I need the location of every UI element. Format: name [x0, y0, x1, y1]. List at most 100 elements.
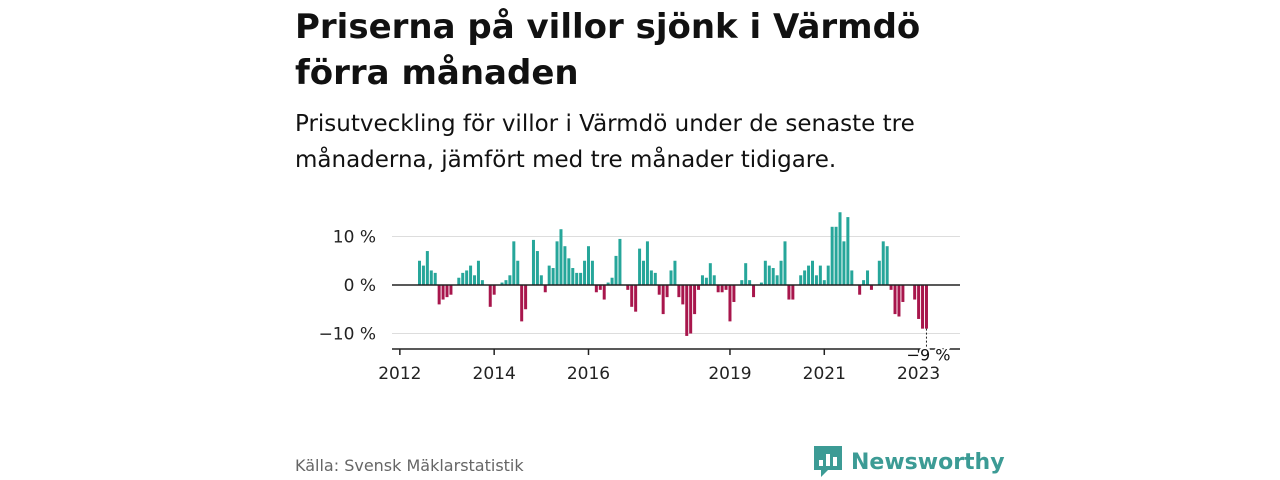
bar	[543, 285, 547, 293]
bar	[921, 285, 925, 329]
bar	[551, 268, 555, 285]
chart-title: Priserna på villor sjönk i Värmdö förra …	[295, 7, 921, 93]
bar	[830, 226, 834, 285]
bar	[575, 272, 579, 286]
bar	[563, 246, 567, 285]
bar	[811, 260, 814, 285]
bar	[893, 285, 897, 315]
bar	[520, 285, 524, 322]
bar	[586, 246, 590, 285]
bar	[512, 241, 516, 285]
bar	[732, 285, 736, 302]
annotation-label: −9 %	[907, 346, 951, 365]
bar	[559, 229, 563, 285]
bar	[433, 272, 437, 286]
bar	[602, 285, 606, 300]
bar	[590, 260, 594, 285]
bar	[524, 285, 528, 310]
bar	[421, 265, 425, 285]
bar	[783, 241, 787, 285]
bar	[744, 263, 748, 285]
bar	[885, 246, 889, 285]
bar	[594, 285, 598, 293]
bar	[598, 285, 602, 290]
x-tick-label: 2012	[378, 364, 421, 384]
bar	[677, 285, 681, 298]
bar	[697, 285, 701, 290]
bar	[661, 285, 665, 315]
bar	[720, 285, 724, 293]
bar	[418, 260, 421, 285]
bar	[881, 241, 885, 285]
bar	[669, 270, 673, 285]
bar	[649, 270, 653, 285]
bar	[818, 265, 822, 285]
x-tick-label: 2016	[567, 364, 610, 384]
x-tick-label: 2014	[473, 364, 516, 384]
bar-chart-icon	[814, 446, 842, 477]
bar	[504, 280, 508, 285]
chart-subtitle: Prisutveckling för villor i Värmdö under…	[295, 111, 915, 173]
bar	[693, 285, 697, 315]
brand-name: Newsworthy	[851, 449, 1005, 475]
bar	[858, 285, 862, 295]
bar	[775, 275, 779, 285]
bar	[473, 275, 477, 285]
bar	[673, 260, 677, 285]
bar	[869, 285, 873, 290]
bar	[771, 268, 775, 285]
bar	[547, 265, 551, 285]
y-tick-label: −10 %	[319, 325, 376, 345]
brand-logo: Newsworthy	[814, 446, 1005, 478]
bar	[759, 282, 763, 285]
bar	[779, 260, 783, 285]
bar	[791, 285, 795, 300]
bar	[740, 280, 744, 285]
bar	[539, 275, 543, 285]
y-tick-label: 0 %	[344, 276, 376, 296]
bar	[913, 285, 917, 300]
bar	[708, 263, 712, 285]
bar	[579, 272, 583, 286]
bar	[767, 265, 771, 285]
bar	[897, 285, 901, 317]
x-tick-label: 2021	[803, 364, 846, 384]
bar	[822, 280, 826, 285]
bar	[826, 265, 830, 285]
bar	[555, 241, 559, 285]
x-tick-label: 2023	[897, 364, 940, 384]
bar	[500, 282, 504, 285]
bar	[846, 217, 850, 285]
bar	[469, 265, 473, 285]
bar	[445, 285, 449, 298]
bar	[700, 275, 704, 285]
bar	[465, 270, 469, 285]
bar	[917, 285, 921, 319]
bar	[814, 275, 818, 285]
bar	[645, 241, 649, 285]
bar	[807, 265, 811, 285]
bar	[653, 272, 657, 286]
bar	[752, 285, 756, 298]
bar	[803, 270, 807, 285]
bar	[461, 272, 465, 286]
bar	[889, 285, 893, 290]
bar	[508, 275, 512, 285]
bar	[862, 280, 866, 285]
bar	[492, 285, 496, 295]
bar	[614, 255, 618, 285]
bar	[716, 285, 720, 293]
bar	[516, 260, 520, 285]
bar	[634, 285, 638, 312]
bar	[877, 260, 881, 285]
bar	[626, 285, 630, 290]
bar	[728, 285, 732, 322]
bar	[724, 285, 728, 290]
x-tick-label: 2019	[708, 364, 751, 384]
bar	[866, 270, 870, 285]
bar	[638, 248, 642, 286]
bar	[704, 277, 708, 285]
bar	[681, 285, 685, 305]
bar	[488, 285, 492, 307]
bar	[842, 241, 846, 285]
